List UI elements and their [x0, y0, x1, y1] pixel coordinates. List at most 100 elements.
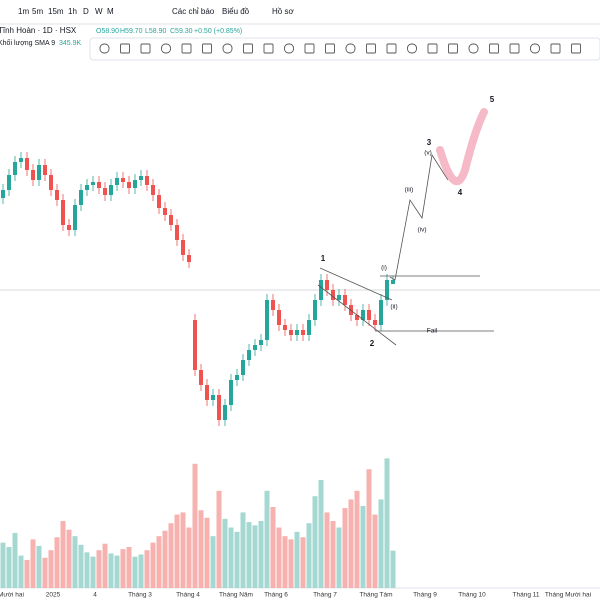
drawing-tool[interactable]	[243, 43, 253, 54]
drawing-tool[interactable]	[161, 43, 171, 54]
candle-body	[229, 380, 233, 405]
profile-button[interactable]: Hồ sơ	[272, 7, 294, 16]
wave-label: 5	[490, 95, 495, 104]
volume-bar	[144, 550, 150, 588]
volume-bar	[342, 508, 348, 588]
interval-button[interactable]: W	[95, 7, 103, 16]
volume-bar	[252, 525, 258, 588]
drawing-tool[interactable]	[181, 43, 192, 54]
volume-bar	[384, 458, 390, 588]
candle-body	[253, 345, 257, 350]
wave-label: (iii)	[405, 187, 414, 194]
volume-bar	[36, 545, 42, 588]
candle-body	[85, 185, 89, 190]
candle-body	[259, 340, 263, 345]
volume-bar	[204, 517, 210, 588]
drawing-tool[interactable]	[284, 43, 294, 54]
volume-label: Khối lượng SMA 9	[0, 38, 55, 47]
volume-bar	[72, 536, 78, 588]
drawing-tool[interactable]	[222, 43, 233, 54]
chart-type-button[interactable]: Biểu đồ	[222, 7, 250, 16]
drawing-tool[interactable]	[407, 43, 417, 54]
volume-bar	[336, 527, 342, 588]
interval-button[interactable]: 15m	[48, 7, 64, 16]
candle-body	[7, 175, 11, 190]
volume-bar	[102, 543, 108, 588]
candle-body	[211, 395, 215, 400]
interval-button[interactable]: D	[83, 7, 89, 16]
volume-bar	[132, 556, 138, 588]
interval-button[interactable]: 1m	[18, 7, 29, 16]
candle-body	[193, 320, 197, 370]
candle-body	[121, 178, 125, 182]
drawing-tool[interactable]	[386, 43, 397, 54]
candle-body	[151, 185, 155, 195]
drawing-tool[interactable]	[489, 43, 499, 54]
drawing-tool[interactable]	[509, 43, 520, 54]
volume-bar	[138, 554, 144, 588]
drawing-tool[interactable]	[263, 43, 274, 54]
drawing-tool[interactable]	[530, 43, 540, 54]
time-label: Tháng 3	[128, 592, 152, 599]
candle-body	[367, 310, 371, 320]
wave-label: 1	[321, 254, 326, 263]
volume-value: 345.9K	[59, 40, 82, 47]
volume-bar	[258, 521, 264, 588]
volume-bar	[126, 546, 132, 588]
time-label: Tháng 11	[513, 592, 540, 599]
drawing-tool[interactable]	[202, 43, 212, 54]
interval-button[interactable]: 5m	[32, 7, 43, 16]
drawing-tool[interactable]	[571, 43, 581, 54]
interval-button[interactable]: M	[107, 7, 114, 16]
drawing-tool[interactable]	[366, 43, 376, 54]
ohlc-open: O58.90	[96, 28, 119, 35]
drawing-tool[interactable]	[448, 43, 458, 54]
candle-body	[115, 178, 119, 185]
drawing-tool[interactable]	[99, 43, 110, 54]
wave-label: 3	[427, 138, 432, 147]
drawing-tool[interactable]	[325, 43, 335, 54]
drawing-tool[interactable]	[550, 43, 561, 54]
candle-body	[67, 225, 71, 230]
candle-body	[187, 255, 191, 262]
indicators-button[interactable]: Các chỉ báo	[172, 7, 215, 16]
drawing-tool[interactable]	[468, 43, 479, 54]
candle-body	[337, 295, 341, 300]
wave-label: (i)	[381, 265, 387, 272]
volume-bar	[312, 496, 318, 588]
drawing-tool[interactable]	[140, 43, 151, 54]
volume-bar	[330, 521, 336, 588]
candle-body	[355, 315, 359, 320]
wave-label: Fail	[427, 328, 438, 335]
time-label: 4	[93, 592, 97, 599]
volume-bar	[210, 536, 216, 588]
volume-bar	[306, 523, 312, 588]
drawing-tool[interactable]	[304, 43, 315, 54]
interval-button[interactable]: 1h	[68, 7, 77, 16]
candle-body	[19, 158, 23, 162]
volume-bar	[300, 537, 306, 588]
candle-body	[49, 175, 53, 190]
time-label: Tháng 9	[413, 592, 437, 599]
candle-body	[283, 325, 287, 330]
volume-bar	[48, 550, 54, 588]
time-label: Mười hai	[0, 592, 24, 599]
wave-label: (v)	[424, 150, 432, 157]
candle-body	[169, 215, 173, 225]
candle-body	[319, 280, 323, 300]
candle-body	[145, 176, 149, 185]
drawing-tool[interactable]	[120, 43, 130, 54]
candle-body	[385, 280, 389, 300]
chart-marks	[0, 152, 396, 588]
volume-bar	[240, 512, 246, 588]
candle-body	[289, 330, 293, 335]
volume-bar	[30, 539, 36, 588]
candle-body	[13, 162, 17, 175]
candle-body	[103, 188, 107, 195]
volume-bar	[6, 546, 12, 588]
candle-body	[379, 300, 383, 325]
volume-bar	[60, 521, 66, 588]
ohlc-close: C59.30	[170, 28, 193, 35]
drawing-tool[interactable]	[345, 43, 356, 54]
drawing-tool[interactable]	[427, 43, 438, 54]
